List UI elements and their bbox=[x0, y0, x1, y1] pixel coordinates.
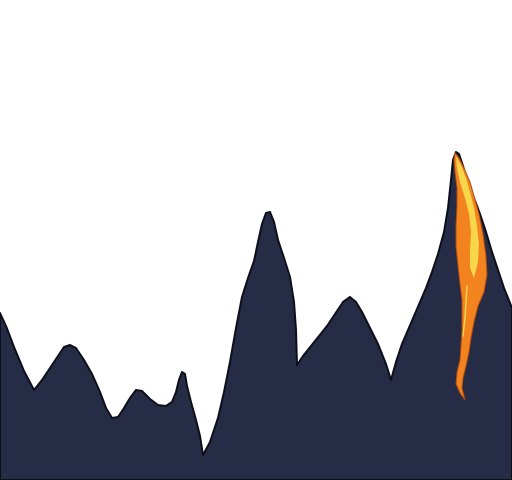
mountain-range bbox=[0, 151, 512, 480]
lava-drip bbox=[462, 285, 468, 337]
lava-highlight bbox=[456, 156, 479, 278]
lava-flow bbox=[453, 151, 488, 401]
